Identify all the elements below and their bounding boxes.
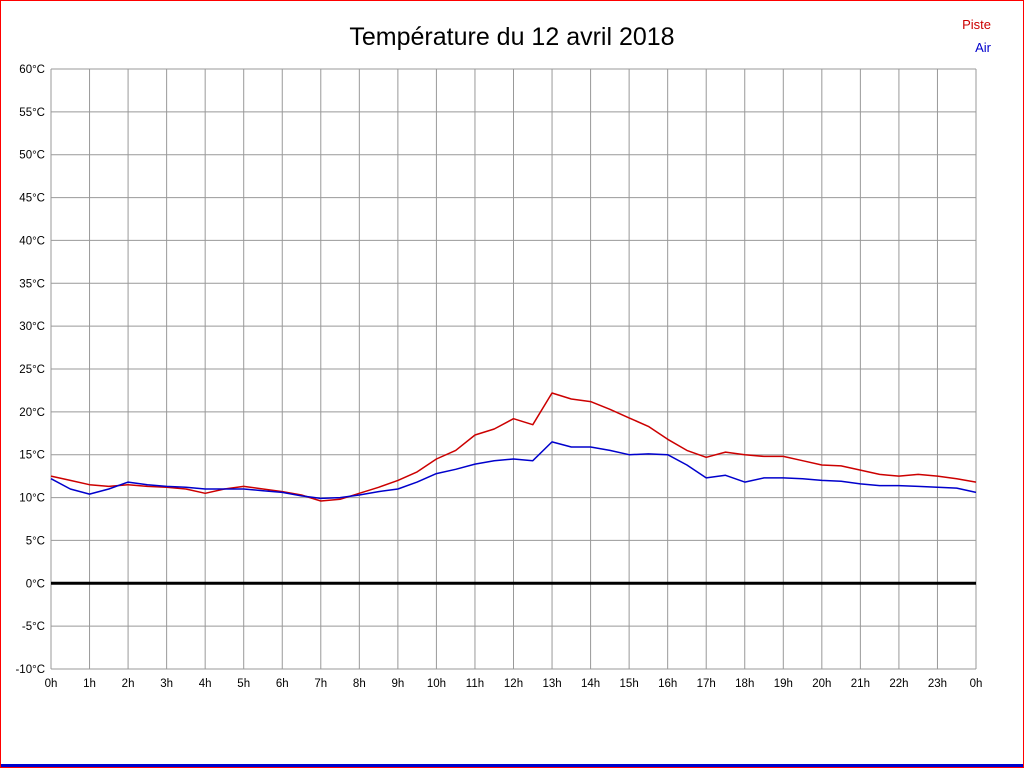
svg-text:-10°C: -10°C bbox=[15, 664, 45, 676]
svg-text:11h: 11h bbox=[466, 678, 484, 690]
svg-text:55°C: 55°C bbox=[19, 107, 45, 119]
svg-text:2h: 2h bbox=[122, 678, 135, 690]
svg-text:19h: 19h bbox=[774, 678, 793, 690]
svg-text:60°C: 60°C bbox=[19, 64, 45, 76]
svg-text:17h: 17h bbox=[697, 678, 716, 690]
svg-text:20°C: 20°C bbox=[19, 407, 45, 419]
svg-text:15°C: 15°C bbox=[19, 450, 45, 462]
chart-title: Température du 12 avril 2018 bbox=[349, 23, 675, 51]
x-axis-labels: 0h 1h 2h 3h 4h 5h 6h 7h 8h 9h 10h 11h 12h 13h 14h 15h 16… bbox=[45, 678, 983, 690]
svg-text:12h: 12h bbox=[504, 678, 523, 690]
svg-text:20h: 20h bbox=[812, 678, 831, 690]
svg-text:30°C: 30°C bbox=[19, 321, 45, 333]
svg-text:4h: 4h bbox=[199, 678, 212, 690]
bottom-blue-bar bbox=[1, 764, 1023, 767]
svg-text:21h: 21h bbox=[851, 678, 870, 690]
series-lines bbox=[50, 392, 977, 502]
svg-text:5°C: 5°C bbox=[26, 535, 45, 547]
svg-text:-5°C: -5°C bbox=[22, 621, 45, 633]
svg-text:0°C: 0°C bbox=[26, 578, 45, 590]
svg-text:9h: 9h bbox=[391, 678, 404, 690]
piste-line bbox=[50, 392, 977, 502]
svg-text:5h: 5h bbox=[237, 678, 250, 690]
air-line bbox=[50, 441, 977, 500]
svg-text:18h: 18h bbox=[735, 678, 754, 690]
svg-text:10°C: 10°C bbox=[19, 493, 45, 505]
svg-text:16h: 16h bbox=[658, 678, 677, 690]
svg-text:22h: 22h bbox=[889, 678, 908, 690]
legend: Piste Air bbox=[962, 13, 991, 59]
svg-text:0h: 0h bbox=[970, 678, 983, 690]
svg-text:23h: 23h bbox=[928, 678, 947, 690]
legend-piste-label: Piste bbox=[962, 17, 991, 32]
svg-text:25°C: 25°C bbox=[19, 364, 45, 376]
svg-text:40°C: 40°C bbox=[19, 235, 45, 247]
svg-text:7h: 7h bbox=[314, 678, 327, 690]
svg-text:14h: 14h bbox=[581, 678, 600, 690]
svg-text:0h: 0h bbox=[45, 678, 58, 690]
svg-text:35°C: 35°C bbox=[19, 278, 45, 290]
svg-text:8h: 8h bbox=[353, 678, 366, 690]
svg-text:10h: 10h bbox=[427, 678, 446, 690]
grid-lines bbox=[50, 68, 977, 670]
legend-air-label: Air bbox=[975, 40, 991, 55]
svg-text:15h: 15h bbox=[620, 678, 639, 690]
svg-text:45°C: 45°C bbox=[19, 193, 45, 205]
y-axis-labels: -10°C -5°C 0°C 5°C 10°C 15°C 20°C 25°C 30°C 35°C 4… bbox=[15, 64, 45, 676]
svg-text:3h: 3h bbox=[160, 678, 173, 690]
svg-text:1h: 1h bbox=[83, 678, 96, 690]
svg-text:6h: 6h bbox=[276, 678, 289, 690]
svg-text:50°C: 50°C bbox=[19, 150, 45, 162]
svg-text:13h: 13h bbox=[542, 678, 561, 690]
